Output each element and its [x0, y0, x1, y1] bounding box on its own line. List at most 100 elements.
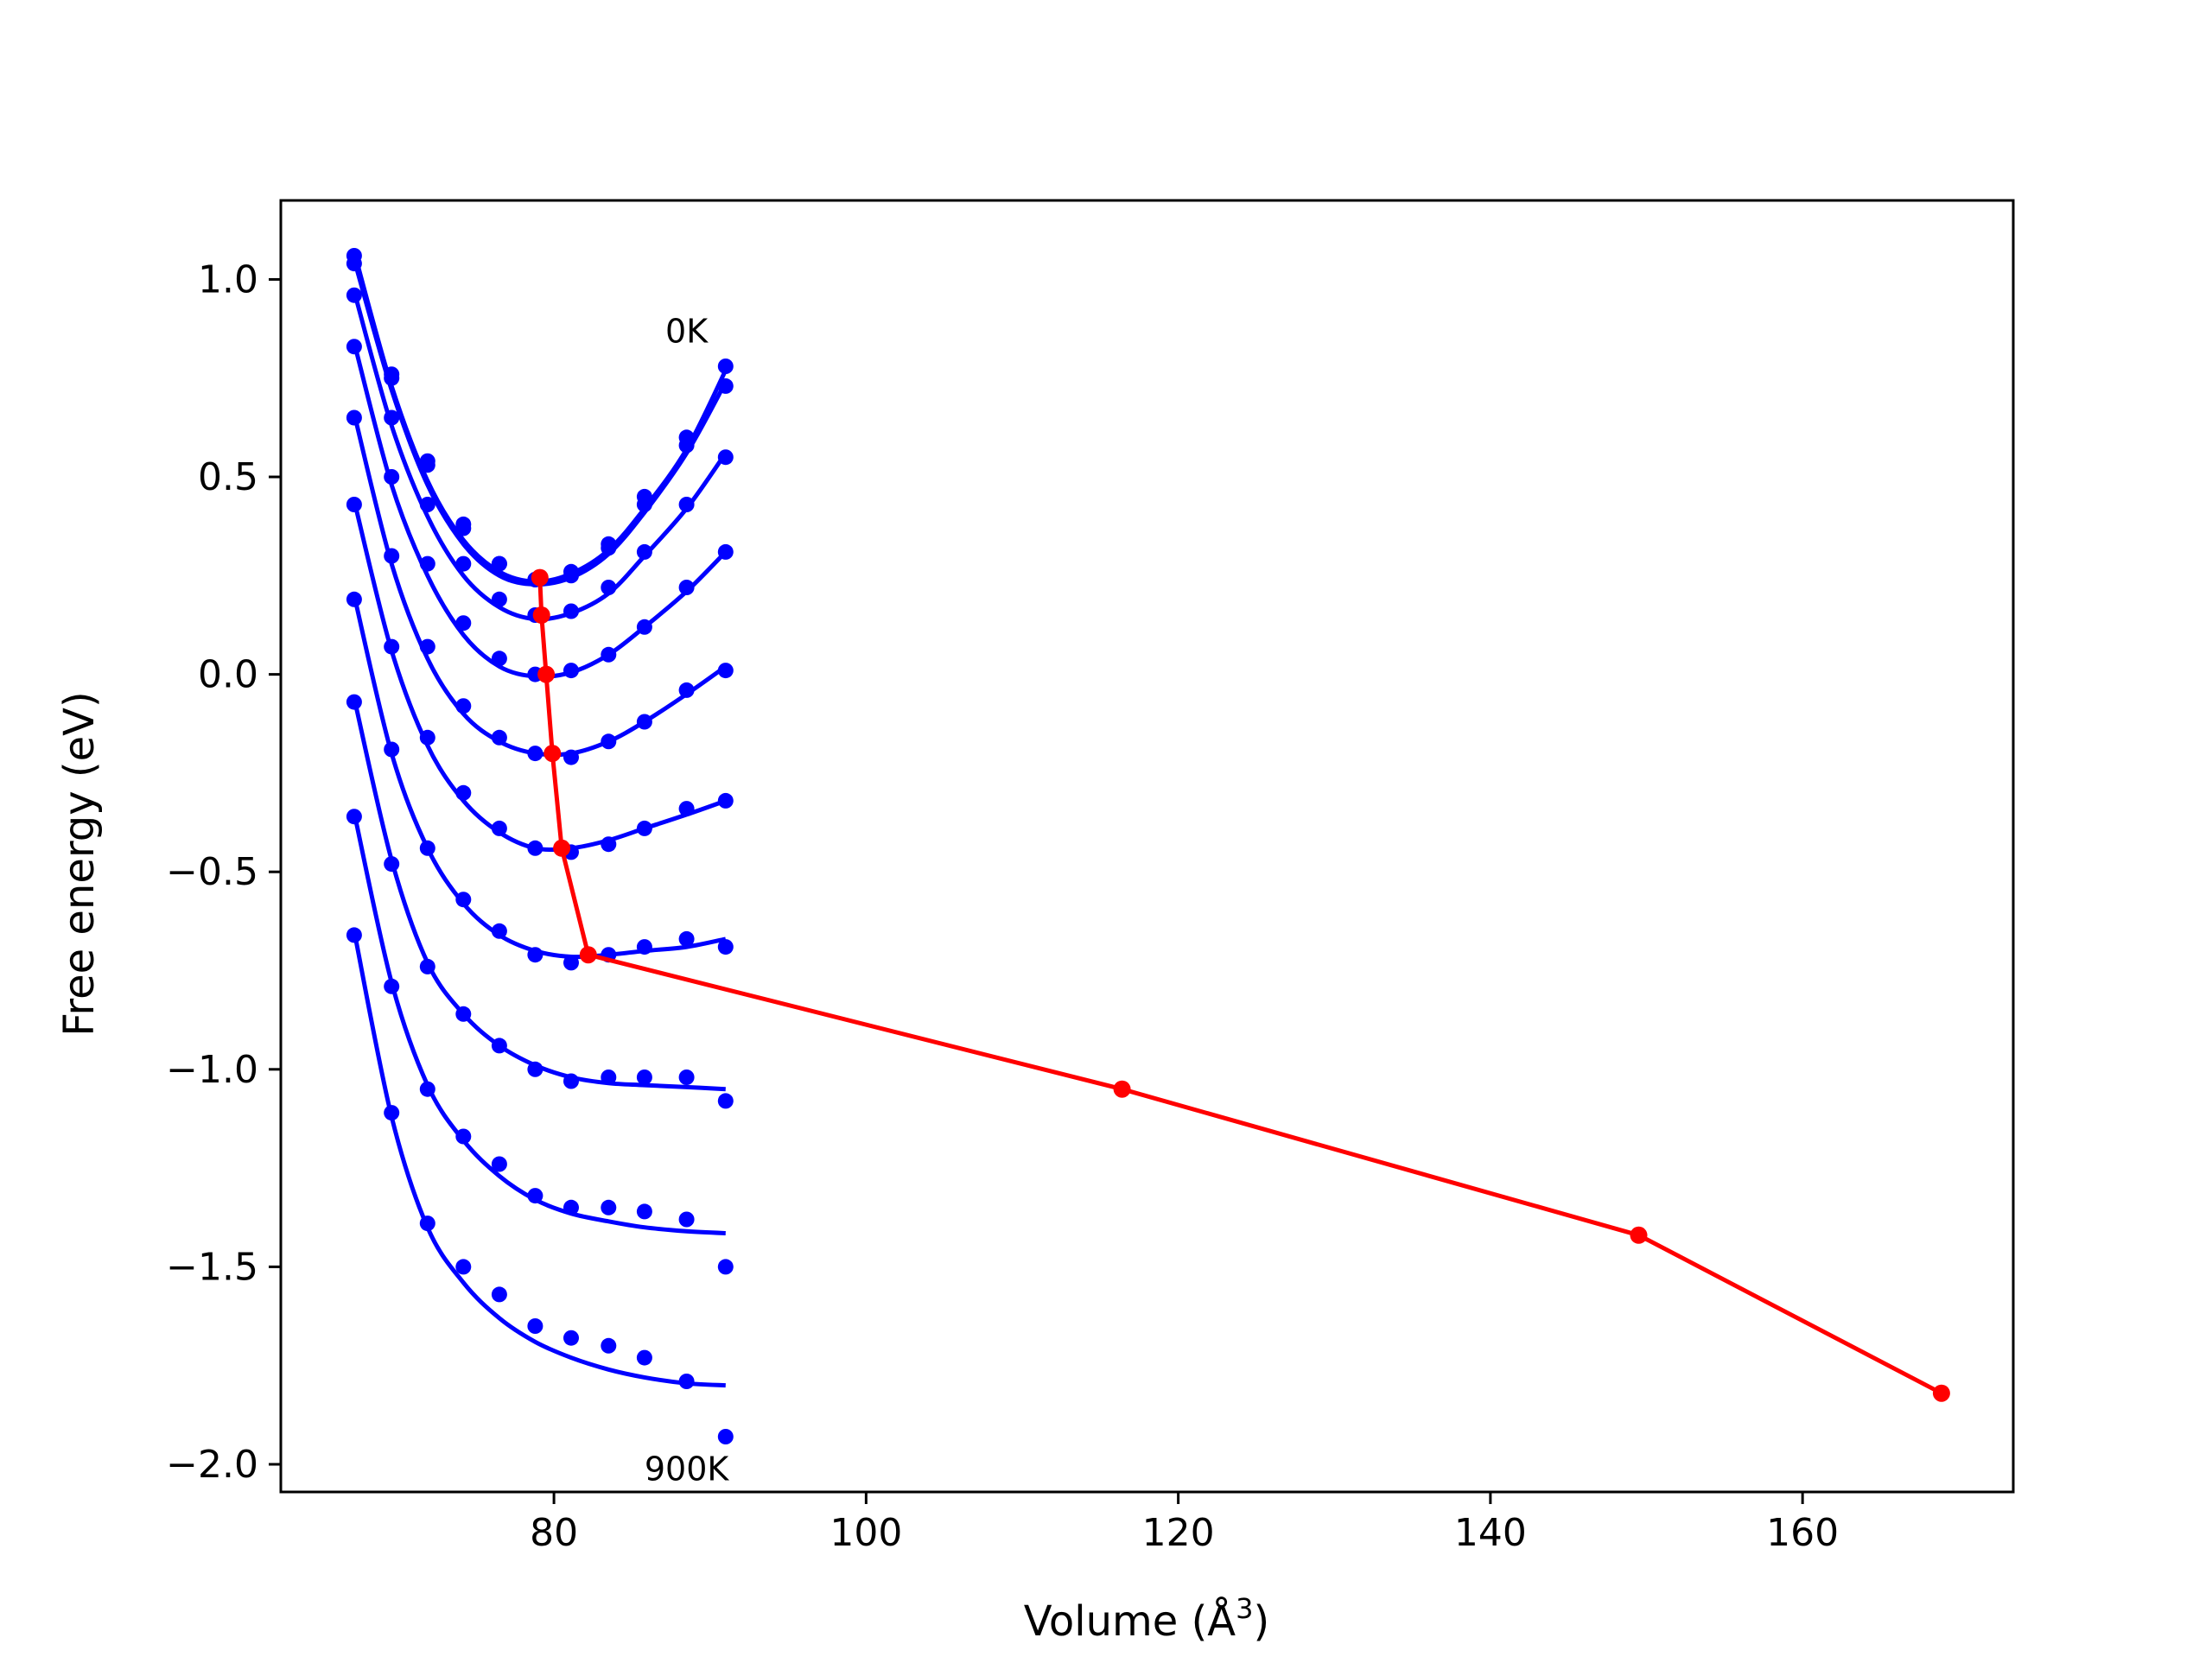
minima-path-group [531, 568, 1950, 1402]
minima-path-line [537, 577, 1943, 1395]
data-point [455, 520, 472, 536]
fit-curve-8 [352, 812, 726, 1235]
fit-curve-1 [352, 258, 728, 587]
data-point [491, 1038, 507, 1054]
data-point [601, 1070, 617, 1085]
data-point [601, 540, 617, 556]
fit-curve-9 [352, 930, 726, 1388]
data-point [636, 497, 652, 512]
data-point [717, 1429, 734, 1444]
temperature-annotation: 0K [665, 313, 709, 351]
data-point [717, 1093, 734, 1109]
data-point [455, 1128, 472, 1145]
data-point [636, 820, 652, 836]
data-point [527, 1318, 543, 1334]
data-point [636, 939, 652, 955]
data-point [717, 359, 734, 374]
data-point [455, 1259, 472, 1275]
data-point [384, 548, 400, 564]
temperature-annotation: 900K [645, 1450, 730, 1488]
data-point [455, 555, 472, 572]
data-point [491, 591, 507, 607]
data-point [419, 1216, 435, 1232]
fit-curves-group [352, 251, 728, 1388]
data-point [636, 1349, 652, 1366]
fit-curve-7 [352, 697, 726, 1092]
data-point [384, 1105, 400, 1121]
data-point [678, 497, 695, 512]
fit-curve-2 [352, 290, 728, 622]
data-point [678, 682, 695, 698]
data-point [384, 370, 400, 386]
data-point [491, 923, 507, 939]
data-point [563, 568, 579, 584]
data-point [384, 638, 400, 655]
data-point [491, 555, 507, 572]
x-axis-label-superscript: 3 [1236, 1592, 1253, 1625]
data-point [636, 1070, 652, 1085]
y-axis-label: Free energy (eV) [55, 691, 104, 1036]
data-point [384, 409, 400, 426]
data-point [636, 1203, 652, 1220]
data-point [678, 580, 695, 595]
data-point [346, 927, 362, 943]
data-point [601, 580, 617, 595]
plot-frame [279, 199, 2015, 1494]
minima-point [1932, 1384, 1950, 1402]
data-point [717, 939, 734, 955]
data-point [491, 1156, 507, 1172]
minima-point [1113, 1080, 1131, 1098]
data-point [346, 256, 362, 272]
data-point [384, 469, 400, 485]
data-point [527, 840, 543, 856]
x-axis-label: Volume (Å3) [1024, 1592, 1269, 1646]
data-point [384, 741, 400, 758]
data-point [455, 615, 472, 632]
data-point [346, 497, 362, 512]
data-point [419, 457, 435, 473]
data-point [636, 543, 652, 560]
data-point [419, 729, 435, 746]
data-point [419, 638, 435, 655]
data-point [678, 1211, 695, 1228]
data-point [527, 1061, 543, 1077]
data-point [346, 339, 362, 355]
data-point [419, 497, 435, 512]
data-point [717, 543, 734, 560]
data-point [346, 694, 362, 710]
data-point [678, 437, 695, 454]
data-point [491, 820, 507, 836]
minima-point [537, 665, 556, 683]
minima-point [531, 568, 549, 587]
data-point [346, 287, 362, 303]
data-point [563, 1330, 579, 1346]
data-point [601, 646, 617, 663]
data-point [563, 603, 579, 619]
data-point [601, 733, 617, 750]
data-point [346, 809, 362, 825]
data-point [563, 663, 579, 679]
x-tick-label: 100 [830, 1511, 902, 1555]
x-tick-label: 140 [1454, 1511, 1527, 1555]
minima-point [532, 606, 550, 624]
y-tick-label: −0.5 [166, 850, 258, 894]
data-point [455, 892, 472, 908]
data-point [563, 1073, 579, 1089]
data-point [527, 1188, 543, 1204]
data-points-group [346, 248, 734, 1444]
minima-point [553, 839, 571, 857]
x-tick-label: 80 [530, 1511, 578, 1555]
y-tick-label: −2.0 [166, 1443, 258, 1487]
data-point [455, 1006, 472, 1022]
x-axis-label-close: ) [1253, 1597, 1269, 1646]
data-point [455, 784, 472, 801]
data-point [491, 1286, 507, 1303]
minima-point [1630, 1226, 1648, 1244]
x-tick-label: 120 [1142, 1511, 1215, 1555]
y-tick-label: 0.0 [198, 653, 258, 697]
data-point [717, 663, 734, 679]
data-point [419, 1081, 435, 1097]
data-point [563, 1199, 579, 1216]
